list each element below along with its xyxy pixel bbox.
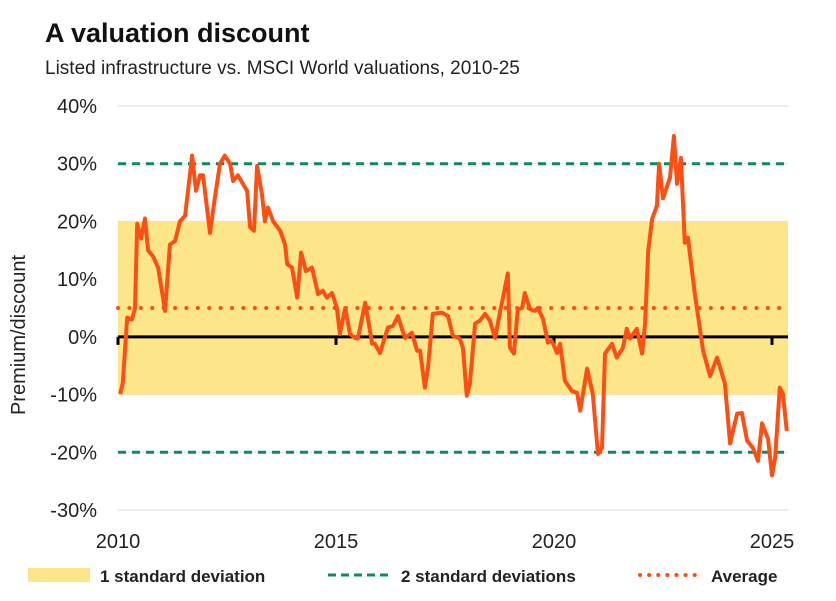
x-tick-label: 2020 — [532, 531, 577, 553]
y-tick-label: 40% — [57, 96, 97, 118]
y-tick-label: 0% — [68, 327, 97, 349]
chart-title: A valuation discount — [45, 18, 310, 48]
chart-subtitle: Listed infrastructure vs. MSCI World val… — [45, 58, 520, 79]
legend-label-two-sd: 2 standard deviations — [401, 567, 576, 586]
y-tick-label: -30% — [50, 500, 97, 522]
legend: 1 standard deviation 2 standard deviatio… — [28, 567, 777, 586]
x-tick-label: 2025 — [750, 531, 795, 553]
y-tick-label: 20% — [57, 211, 97, 233]
x-tick-label: 2010 — [96, 531, 141, 553]
y-tick-label: -10% — [50, 385, 97, 407]
series-line — [118, 134, 789, 478]
legend-swatch-band — [28, 568, 90, 582]
x-tick-label: 2015 — [314, 531, 359, 553]
legend-label-band: 1 standard deviation — [100, 567, 265, 586]
y-tick-label: 30% — [57, 154, 97, 176]
y-tick-label: 10% — [57, 269, 97, 291]
y-tick-label: -20% — [50, 442, 97, 464]
y-axis-label: Premium/discount — [8, 255, 30, 416]
legend-label-avg: Average — [711, 567, 777, 586]
